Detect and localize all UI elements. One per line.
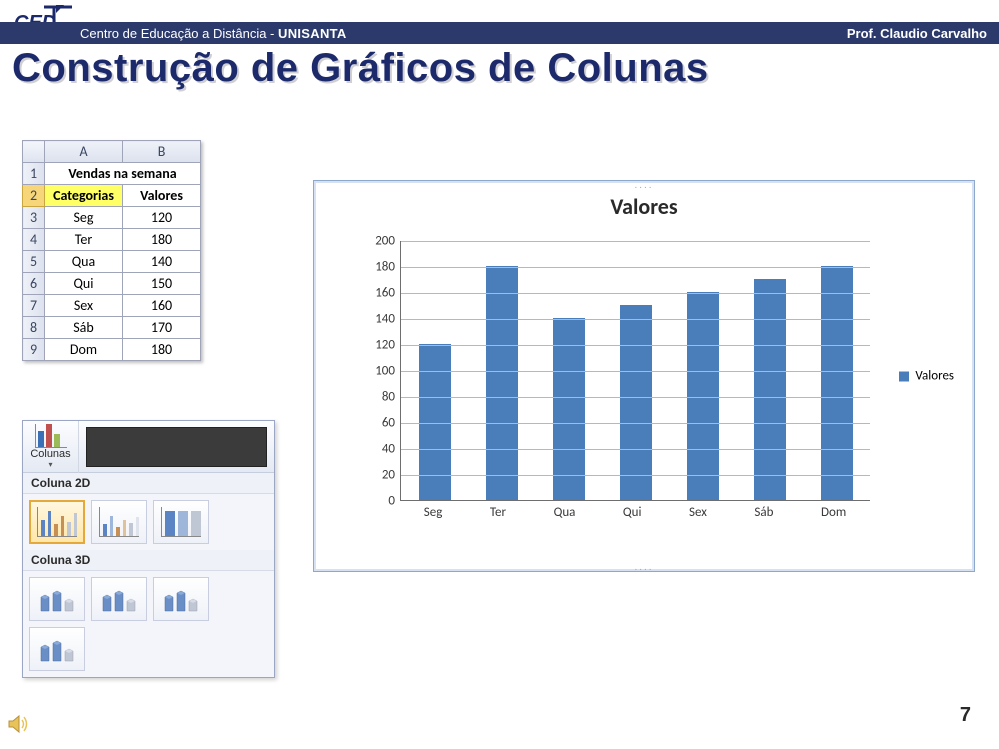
x-tick-label: Sex [689, 505, 707, 520]
cell-cat[interactable]: Sáb [45, 317, 123, 339]
header-org: Centro de Educação a Distância - UNISANT… [80, 26, 347, 41]
gridline [401, 319, 870, 320]
cell-header-categorias[interactable]: Categorias [45, 185, 123, 207]
gridline [401, 241, 870, 242]
cell-cat[interactable]: Sex [45, 295, 123, 317]
cell-val[interactable]: 160 [123, 295, 201, 317]
y-tick-label: 140 [375, 312, 401, 327]
header-prof: Prof. Claudio Carvalho [847, 26, 987, 41]
y-tick-label: 200 [375, 234, 401, 249]
speaker-icon [6, 711, 32, 737]
header-org-text: Centro de Educação a Distância - [80, 26, 278, 41]
row-header-2[interactable]: 2 [23, 185, 45, 207]
chart-type-picker: Colunas ▾ Coluna 2D Coluna 3D [22, 420, 275, 678]
col-header-a[interactable]: A [45, 141, 123, 163]
y-tick-label: 100 [375, 364, 401, 379]
bar-Seg [419, 344, 451, 500]
x-tick-label: Ter [490, 505, 506, 520]
bar-Dom [821, 266, 853, 500]
cell-cat[interactable]: Dom [45, 339, 123, 361]
cell-title[interactable]: Vendas na semana [45, 163, 201, 185]
chart-option-3d-3[interactable] [29, 627, 85, 671]
row-header-7[interactable]: 7 [23, 295, 45, 317]
header-bar: Centro de Educação a Distância - UNISANT… [0, 22, 999, 44]
cell-cat[interactable]: Ter [45, 229, 123, 251]
gridline [401, 371, 870, 372]
gridline [401, 345, 870, 346]
chart-option-3d-2[interactable] [153, 577, 209, 621]
x-tick-label: Qua [554, 505, 576, 520]
row-header-5[interactable]: 5 [23, 251, 45, 273]
chart-x-labels: Seg Ter Qua Qui Sex Sáb Dom [400, 505, 870, 520]
picker-grid-2d [23, 494, 274, 550]
cell-cat[interactable]: Qua [45, 251, 123, 273]
row-header-3[interactable]: 3 [23, 207, 45, 229]
row-header-4[interactable]: 4 [23, 229, 45, 251]
picker-section-2d: Coluna 2D [23, 473, 274, 494]
chart-option-3d-0[interactable] [29, 577, 85, 621]
chart-plot-area: 020406080100120140160180200 [400, 241, 870, 501]
y-tick-label: 40 [382, 442, 401, 457]
x-tick-label: Seg [424, 505, 443, 520]
legend-label: Valores [915, 369, 954, 384]
excel-table: A B 1 Vendas na semana 2 Categorias Valo… [22, 140, 201, 361]
chart-title: Valores [314, 193, 974, 220]
x-tick-label: Dom [821, 505, 846, 520]
cell-val[interactable]: 180 [123, 229, 201, 251]
chart-object[interactable]: Valores 020406080100120140160180200 Seg T… [313, 180, 975, 572]
slide-title: Construção de Gráficos de Colunas [12, 46, 709, 91]
bar-Sáb [754, 279, 786, 500]
header-org-bold: UNISANTA [278, 26, 347, 41]
legend-swatch [899, 371, 909, 381]
excel-corner[interactable] [23, 141, 45, 163]
page-number: 7 [960, 704, 971, 727]
cell-val[interactable]: 150 [123, 273, 201, 295]
gridline [401, 397, 870, 398]
picker-colunas-button[interactable]: Colunas ▾ [23, 421, 79, 473]
chart-option-2d-2[interactable] [153, 500, 209, 544]
gridline [401, 267, 870, 268]
chart-body: 020406080100120140160180200 Seg Ter Qua Qui… [360, 241, 870, 541]
gridline [401, 449, 870, 450]
dropdown-icon: ▾ [48, 460, 52, 469]
chart-option-2d-1[interactable] [91, 500, 147, 544]
gridline [401, 475, 870, 476]
picker-section-3d: Coluna 3D [23, 550, 274, 571]
gridline [401, 423, 870, 424]
chart-option-2d-0[interactable] [29, 500, 85, 544]
y-tick-label: 20 [382, 468, 401, 483]
cell-header-valores[interactable]: Valores [123, 185, 201, 207]
bar-Ter [486, 266, 518, 500]
colunas-icon [35, 424, 67, 448]
x-tick-label: Sáb [754, 505, 773, 520]
y-tick-label: 160 [375, 286, 401, 301]
x-tick-label: Qui [623, 505, 642, 520]
bar-Sex [687, 292, 719, 500]
chart-option-3d-1[interactable] [91, 577, 147, 621]
y-tick-label: 180 [375, 260, 401, 275]
y-tick-label: 60 [382, 416, 401, 431]
row-header-1[interactable]: 1 [23, 163, 45, 185]
cell-cat[interactable]: Seg [45, 207, 123, 229]
bar-Qui [620, 305, 652, 500]
cell-val[interactable]: 170 [123, 317, 201, 339]
cell-val[interactable]: 120 [123, 207, 201, 229]
cell-val[interactable]: 140 [123, 251, 201, 273]
row-header-8[interactable]: 8 [23, 317, 45, 339]
cell-cat[interactable]: Qui [45, 273, 123, 295]
y-tick-label: 120 [375, 338, 401, 353]
gridline [401, 293, 870, 294]
cell-val[interactable]: 180 [123, 339, 201, 361]
col-header-b[interactable]: B [123, 141, 201, 163]
row-header-9[interactable]: 9 [23, 339, 45, 361]
chart-legend: Valores [899, 369, 954, 384]
row-header-6[interactable]: 6 [23, 273, 45, 295]
picker-grid-3d [23, 571, 274, 677]
picker-btn-label: Colunas [30, 448, 70, 460]
picker-ribbon-blank [86, 427, 267, 467]
picker-top: Colunas ▾ [23, 421, 274, 473]
y-tick-label: 80 [382, 390, 401, 405]
